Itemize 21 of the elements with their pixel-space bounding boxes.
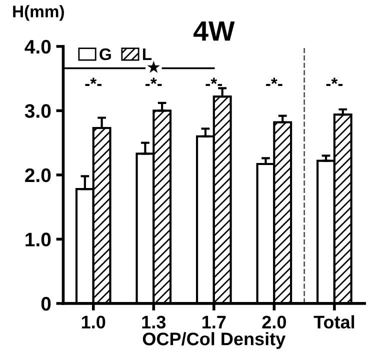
chart-title: 4W	[193, 22, 235, 41]
x-tick-label: Total	[314, 315, 354, 329]
legend-label: L	[143, 48, 152, 60]
annotation: -*-	[85, 78, 102, 86]
x-tick-label: 2.0	[262, 316, 286, 329]
x-axis-title: OCP/Col Density	[142, 332, 286, 349]
annotation: -*-	[145, 78, 162, 86]
y-tick-label: 1.0	[26, 232, 51, 246]
y-tick-label: 2.0	[25, 168, 51, 182]
y-tick-label: 3.0	[24, 104, 51, 118]
x-tick-label: 1.7	[202, 316, 226, 328]
annotation: -*-	[206, 78, 222, 86]
legend-label: G	[100, 48, 111, 60]
annotation: -*-	[266, 78, 282, 86]
annotation: -*-	[326, 78, 343, 86]
x-tick-label: 1.0	[82, 316, 106, 329]
annotation: ★	[147, 60, 160, 73]
y-axis-title: H(mm)	[13, 5, 64, 21]
y-tick-label: 0	[41, 296, 51, 311]
y-tick-label: 4.0	[24, 40, 51, 54]
x-tick-label: 1.3	[142, 316, 166, 329]
